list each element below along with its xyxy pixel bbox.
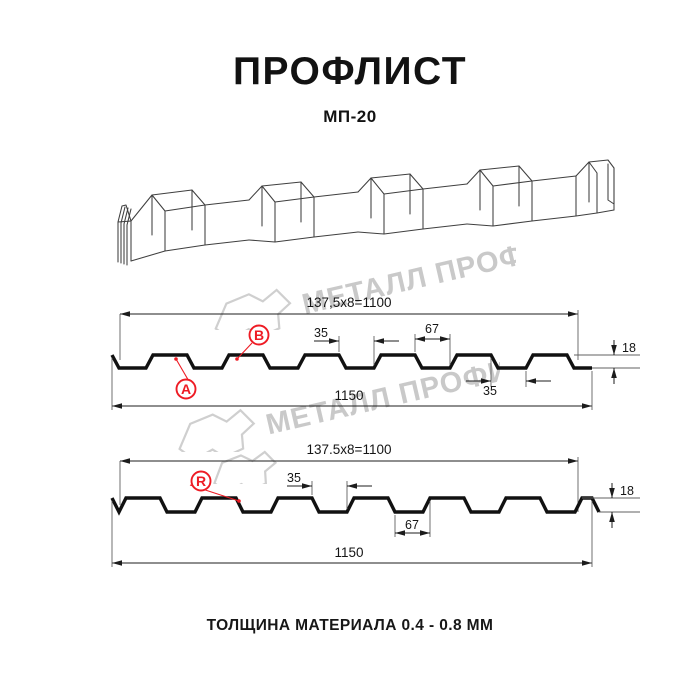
marker-r: R — [189, 470, 241, 503]
dim-crest-35-bottom: 35 — [287, 471, 372, 509]
profile-path-bottom — [110, 496, 601, 516]
dim-crest-35b-top: 35 — [466, 358, 551, 398]
dim-overall-top-2: 137.5x8=1100 — [119, 442, 579, 512]
iso-sheet-body — [117, 159, 615, 266]
dim-overall-bottom-1: 1150 — [111, 358, 593, 410]
dim-valley-67-top: 67 — [414, 322, 451, 365]
dim-height-18-bottom: 18 — [582, 483, 640, 528]
marker-b-label: B — [254, 327, 264, 343]
dim-label-overall-bottom-2: 1150 — [334, 545, 363, 560]
dim-label-overall-top-1: 137,5x8=1100 — [307, 295, 392, 310]
dim-label-height-18-bottom: 18 — [620, 484, 634, 498]
dim-valley-67-bottom: 67 — [394, 501, 431, 537]
marker-a-label: A — [181, 381, 191, 397]
dim-label-crest-35b-top: 35 — [483, 384, 497, 398]
title-block: ПРОФЛИСТ МП-20 — [0, 52, 700, 127]
dim-height-18-top: 18 — [574, 340, 640, 384]
model-subtitle: МП-20 — [323, 107, 377, 126]
marker-r-label: R — [196, 473, 206, 489]
dim-label-valley-67-bottom: 67 — [405, 518, 419, 532]
dim-label-valley-67-top: 67 — [425, 322, 439, 336]
dim-label-crest-35-top: 35 — [314, 326, 328, 340]
marker-b: B — [235, 324, 270, 361]
page-title: ПРОФЛИСТ — [232, 50, 468, 93]
dim-label-height-18-top: 18 — [622, 341, 636, 355]
dim-label-crest-35-bottom: 35 — [287, 471, 301, 485]
profile-path-top — [110, 353, 592, 370]
dim-label-overall-bottom-1: 1150 — [334, 388, 363, 403]
dim-crest-35-top: 35 — [314, 326, 399, 365]
dim-label-overall-top-2: 137.5x8=1100 — [307, 442, 392, 457]
thickness-caption: ТОЛЩИНА МАТЕРИАЛА 0.4 - 0.8 ММ — [206, 617, 494, 634]
dim-overall-bottom-2: 1150 — [111, 501, 593, 567]
marker-a: A — [174, 357, 197, 400]
dim-overall-top-1: 137,5x8=1100 — [119, 295, 579, 360]
